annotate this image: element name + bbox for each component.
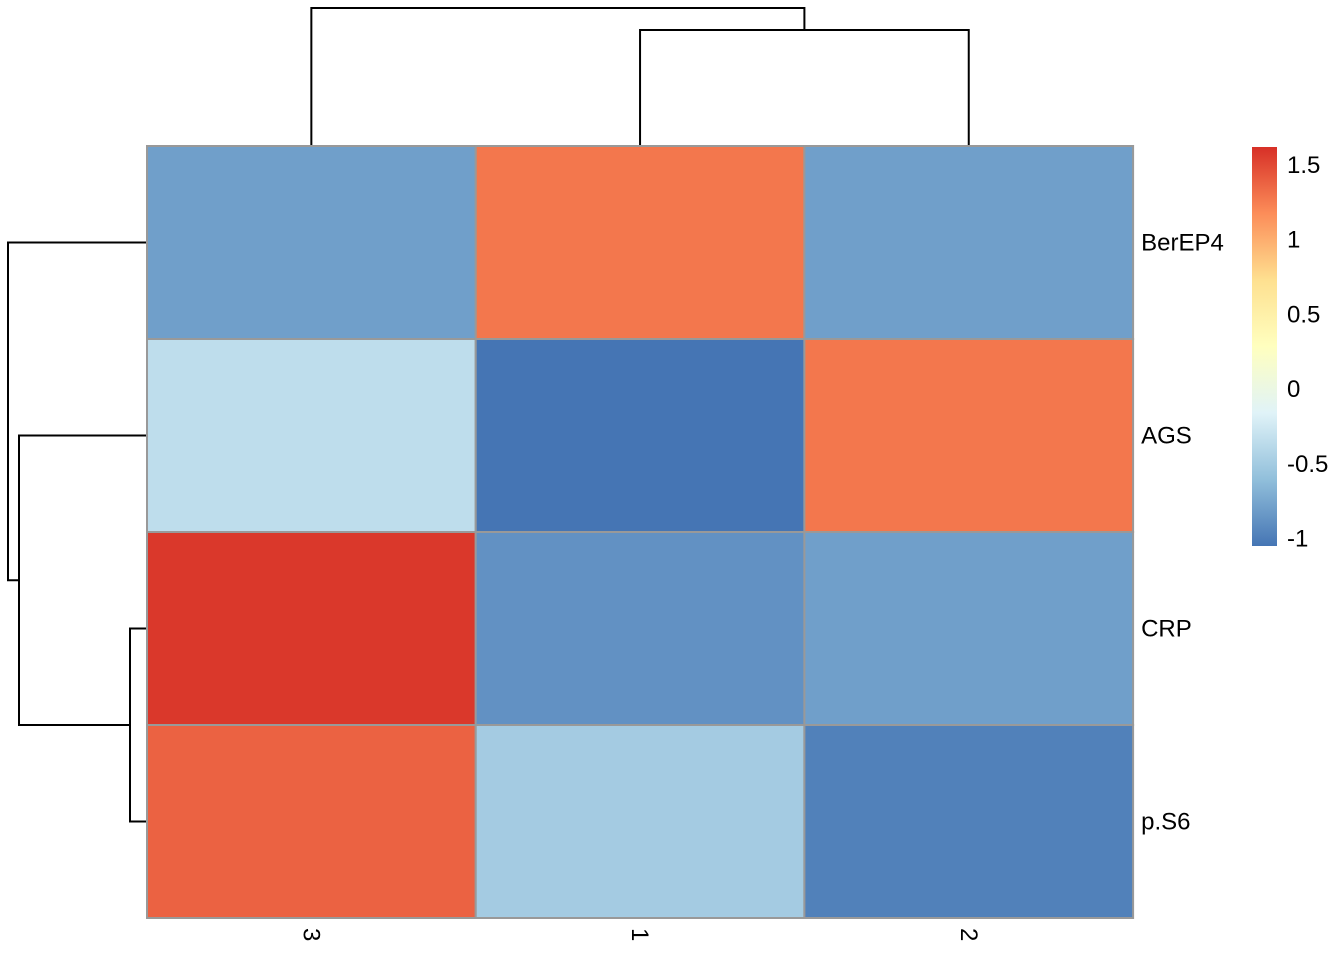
colorbar-legend: 1.5 1 0.5 0 -0.5 -1 [1252, 147, 1328, 553]
column-label: 2 [955, 928, 982, 941]
heatmap-cell-p.S6-3 [146, 724, 477, 919]
colorbar-tick-label: -1 [1287, 526, 1308, 553]
row-label: BerEP4 [1141, 230, 1224, 257]
column-labels: 3 1 2 [297, 928, 981, 941]
row-dendrogram-root [7, 241, 147, 582]
row-dendrogram-branch [18, 434, 147, 726]
column-label: 1 [626, 928, 653, 941]
column-label: 3 [297, 928, 324, 941]
row-dendrogram-branch [129, 627, 147, 823]
column-dendrogram [310, 7, 970, 146]
colorbar-gradient [1252, 147, 1277, 546]
heatmap-cell-AGS-3 [146, 338, 477, 533]
heatmap-cell-BerEP4-3 [146, 145, 477, 340]
column-dendrogram-root [310, 7, 806, 146]
colorbar-tick-label: 0.5 [1287, 301, 1320, 328]
row-labels: BerEP4 AGS CRP p.S6 [1141, 230, 1224, 836]
row-label: CRP [1141, 616, 1192, 643]
colorbar-tick-label: -0.5 [1287, 451, 1328, 478]
colorbar-tick-labels: 1.5 1 0.5 0 -0.5 -1 [1287, 152, 1328, 553]
heatmap-cell-CRP-1 [474, 531, 806, 726]
column-dendrogram-branch [639, 29, 970, 146]
colorbar-tick-label: 1.5 [1287, 152, 1320, 179]
heatmap-cell-AGS-2 [803, 338, 1135, 533]
heatmap-cell-p.S6-1 [474, 724, 806, 919]
heatmap-cell-p.S6-2 [803, 724, 1135, 919]
heatmap-cell-BerEP4-2 [803, 145, 1135, 340]
colorbar-tick-label: 0 [1287, 376, 1300, 403]
heatmap-cell-BerEP4-1 [474, 145, 806, 340]
heatmap-cell-CRP-2 [803, 531, 1135, 726]
colorbar-tick-label: 1 [1287, 227, 1300, 254]
heatmap-cell-CRP-3 [146, 531, 477, 726]
row-label: AGS [1141, 423, 1192, 450]
heatmap-cells [146, 145, 1135, 919]
heatmap-cell-AGS-1 [474, 338, 806, 533]
row-dendrogram [7, 241, 147, 823]
row-label: p.S6 [1141, 809, 1190, 836]
